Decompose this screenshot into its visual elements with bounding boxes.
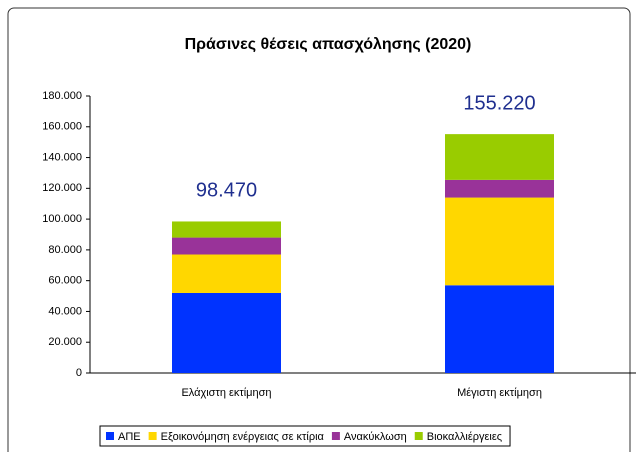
- legend-box: [99, 425, 511, 447]
- bar-segment: [172, 221, 281, 238]
- y-tick-label: 140.000: [42, 151, 82, 163]
- bar-segment: [445, 179, 554, 198]
- y-tick-label: 120.000: [42, 182, 82, 194]
- y-tick-label: 0: [76, 367, 82, 379]
- legend-swatch: [331, 432, 340, 440]
- bar-segment: [172, 292, 281, 373]
- y-tick-label: 180.000: [42, 90, 82, 102]
- bar-segment: [445, 134, 554, 180]
- bar-segment: [172, 254, 281, 293]
- legend-label: Ανακύκλωση: [344, 431, 407, 443]
- y-tick-label: 160.000: [42, 121, 82, 133]
- bar-segment: [172, 237, 281, 255]
- y-tick-label: 80.000: [48, 244, 82, 256]
- y-tick-label: 40.000: [48, 305, 82, 317]
- y-tick-label: 60.000: [48, 275, 82, 287]
- legend-swatch: [148, 432, 157, 440]
- legend-label: ΑΠΕ: [118, 431, 141, 443]
- legend-swatch: [106, 432, 114, 440]
- chart-title: Πράσινες θέσεις απασχόλησης (2020): [185, 36, 472, 53]
- total-label: 98.470: [196, 180, 257, 202]
- legend-swatch: [414, 432, 423, 440]
- legend-label: Βιοκαλλιέργειες: [427, 431, 502, 443]
- total-label: 155.220: [463, 92, 535, 114]
- bar-segment: [445, 285, 554, 373]
- y-tick-label: 100.000: [42, 213, 82, 225]
- x-tick-label: Ελάχιστη εκτίμηση: [181, 387, 271, 399]
- legend-label: Εξοικονόμηση ενέργειας σε κτίρια: [161, 431, 325, 443]
- y-tick-label: 20.000: [48, 336, 82, 348]
- bar-segment: [445, 197, 554, 286]
- x-tick-label: Μέγιστη εκτίμηση: [457, 387, 542, 399]
